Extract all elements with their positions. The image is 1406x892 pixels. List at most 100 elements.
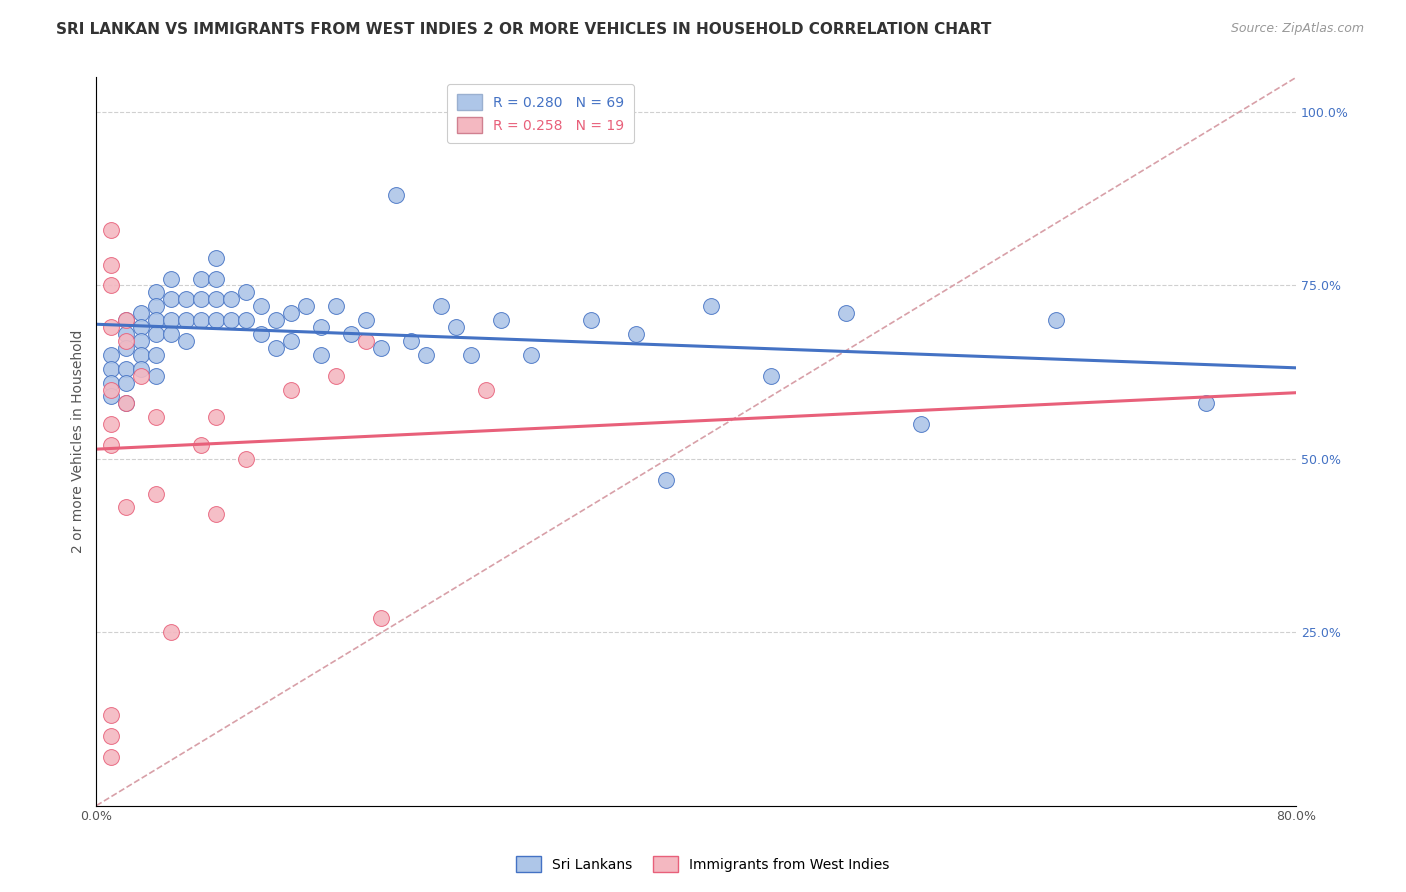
Point xyxy=(205,313,228,327)
Point xyxy=(700,299,723,313)
Point xyxy=(266,341,288,355)
Point xyxy=(115,341,138,355)
Point xyxy=(221,293,243,307)
Point xyxy=(131,334,153,348)
Point xyxy=(235,285,257,300)
Point xyxy=(460,348,482,362)
Point xyxy=(100,223,122,237)
Point xyxy=(356,313,378,327)
Point xyxy=(115,334,138,348)
Point xyxy=(115,376,138,390)
Point xyxy=(115,313,138,327)
Text: Source: ZipAtlas.com: Source: ZipAtlas.com xyxy=(1230,22,1364,36)
Point xyxy=(446,320,468,334)
Point xyxy=(205,508,228,522)
Text: SRI LANKAN VS IMMIGRANTS FROM WEST INDIES 2 OR MORE VEHICLES IN HOUSEHOLD CORREL: SRI LANKAN VS IMMIGRANTS FROM WEST INDIE… xyxy=(56,22,991,37)
Point xyxy=(761,368,783,383)
Point xyxy=(160,293,183,307)
Point xyxy=(100,361,122,376)
Point xyxy=(100,438,122,452)
Point xyxy=(1195,396,1218,410)
Point xyxy=(491,313,513,327)
Point xyxy=(235,313,257,327)
Point xyxy=(581,313,603,327)
Point xyxy=(295,299,318,313)
Point xyxy=(145,313,167,327)
Point xyxy=(145,410,167,425)
Point xyxy=(145,285,167,300)
Point xyxy=(145,299,167,313)
Point xyxy=(131,348,153,362)
Point xyxy=(131,361,153,376)
Point xyxy=(385,188,408,202)
Point xyxy=(100,708,122,723)
Point xyxy=(190,271,212,285)
Point xyxy=(131,320,153,334)
Point xyxy=(250,299,273,313)
Point xyxy=(115,396,138,410)
Point xyxy=(835,306,858,320)
Point xyxy=(266,313,288,327)
Point xyxy=(145,348,167,362)
Point xyxy=(910,417,932,432)
Point xyxy=(250,326,273,341)
Point xyxy=(415,348,437,362)
Point xyxy=(1045,313,1067,327)
Point xyxy=(190,438,212,452)
Point xyxy=(190,313,212,327)
Point xyxy=(235,451,257,466)
Point xyxy=(325,299,347,313)
Point xyxy=(190,293,212,307)
Point xyxy=(205,293,228,307)
Point xyxy=(176,313,198,327)
Point xyxy=(176,293,198,307)
Point xyxy=(145,326,167,341)
Point xyxy=(100,320,122,334)
Point xyxy=(176,334,198,348)
Point xyxy=(100,389,122,403)
Point xyxy=(115,361,138,376)
Point xyxy=(205,251,228,265)
Point xyxy=(115,313,138,327)
Point xyxy=(280,383,302,397)
Point xyxy=(160,313,183,327)
Point xyxy=(100,258,122,272)
Point xyxy=(401,334,423,348)
Y-axis label: 2 or more Vehicles in Household: 2 or more Vehicles in Household xyxy=(72,330,86,553)
Point xyxy=(160,625,183,640)
Point xyxy=(115,500,138,515)
Point xyxy=(430,299,453,313)
Point xyxy=(115,326,138,341)
Point xyxy=(100,750,122,764)
Point xyxy=(100,348,122,362)
Point xyxy=(340,326,363,341)
Point xyxy=(205,410,228,425)
Point xyxy=(100,417,122,432)
Point xyxy=(205,271,228,285)
Point xyxy=(221,313,243,327)
Point xyxy=(475,383,498,397)
Point xyxy=(100,729,122,743)
Point xyxy=(520,348,543,362)
Point xyxy=(626,326,648,341)
Point xyxy=(160,326,183,341)
Point xyxy=(115,396,138,410)
Point xyxy=(100,278,122,293)
Point xyxy=(145,486,167,500)
Legend: R = 0.280   N = 69, R = 0.258   N = 19: R = 0.280 N = 69, R = 0.258 N = 19 xyxy=(447,85,634,143)
Point xyxy=(311,320,333,334)
Point xyxy=(160,271,183,285)
Point xyxy=(370,611,392,625)
Point xyxy=(100,376,122,390)
Point xyxy=(311,348,333,362)
Point xyxy=(145,368,167,383)
Point xyxy=(131,368,153,383)
Point xyxy=(655,473,678,487)
Point xyxy=(280,306,302,320)
Legend: Sri Lankans, Immigrants from West Indies: Sri Lankans, Immigrants from West Indies xyxy=(508,848,898,880)
Point xyxy=(325,368,347,383)
Point xyxy=(280,334,302,348)
Point xyxy=(370,341,392,355)
Point xyxy=(356,334,378,348)
Point xyxy=(131,306,153,320)
